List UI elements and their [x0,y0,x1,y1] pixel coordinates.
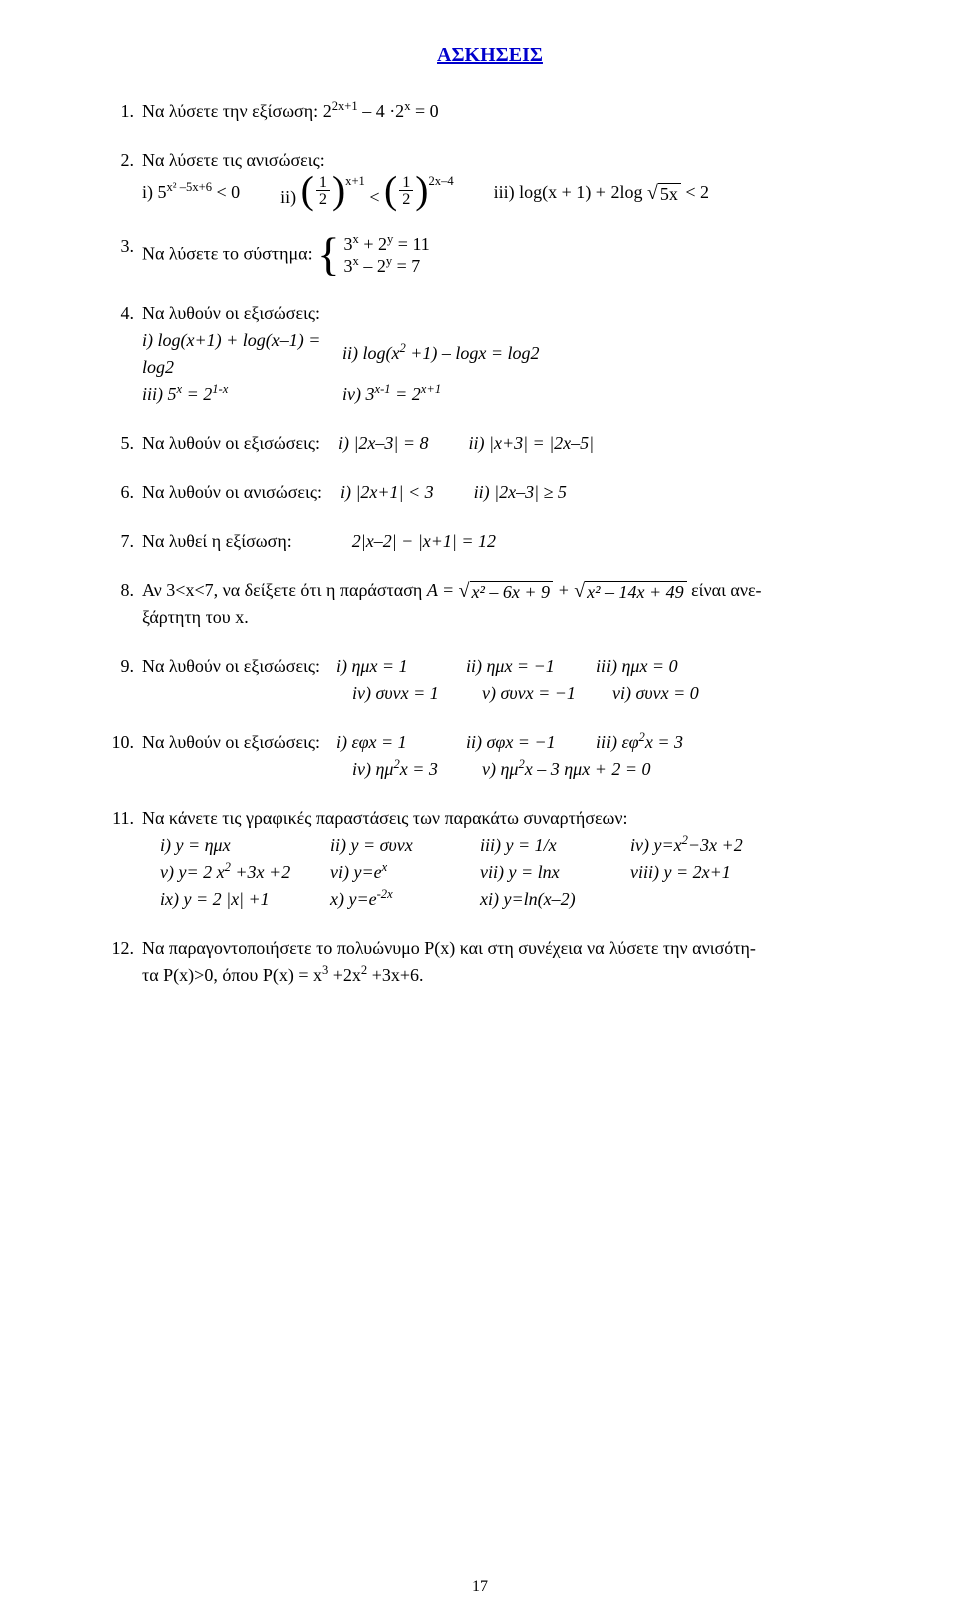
exercise-7: 7. Να λυθεί η εξίσωση: 2|x–2| − |x+1| = … [100,528,880,555]
subpart-x: x) y=e-2x [330,889,393,909]
subpart-iii: iii) log(x + 1) + 2log √5x < 2 [494,179,709,206]
subpart-vii: vii) y = lnx [480,862,560,882]
subpart-i: i) εφx = 1 [336,732,407,752]
exercise-6: 6. Να λυθούν οι ανισώσεις: i) |2x+1| < 3… [100,479,880,506]
stem-text: Να λυθεί η εξίσωση: [142,528,292,555]
exercise-number: 1. [100,98,142,125]
subpart-ii: ii) (12)x+1 < (12)2x–4 [280,174,453,211]
stem-text: Να κάνετε τις γραφικές παραστάσεις των π… [142,805,880,832]
subpart-vi: vi) συνx = 0 [612,683,699,703]
subpart-xi: xi) y=ln(x–2) [480,889,576,909]
exercise-number: 6. [100,479,142,506]
subpart-i: i) |2x+1| < 3 [340,482,434,502]
subpart-i: i) |2x–3| = 8 [338,433,429,453]
stem-text: Να λυθούν οι εξισώσεις: [142,300,880,327]
exercise-number: 4. [100,300,142,327]
text-c: ξάρτητη του x. [142,604,880,631]
exercise-number: 8. [100,577,142,604]
text-line-2: τα P(x)>0, όπου P(x) = x3 +2x2 +3x+6. [142,962,880,989]
subpart-iii: iii) ημx = 0 [596,656,678,676]
exercise-number: 7. [100,528,142,555]
subpart-ii: ii) |2x–3| ≥ 5 [474,482,567,502]
exercise-12: 12. Να παραγοντοποιήσετε το πολυώνυμο P(… [100,935,880,989]
exercise-8: 8. Αν 3<x<7, να δείξετε ότι η παράσταση … [100,577,880,631]
subpart-ix: ix) y = 2 |x| +1 [160,889,270,909]
exercise-9: 9. Να λυθούν οι εξισώσεις: i) ημx = 1 ii… [100,653,880,707]
exercise-5: 5. Να λυθούν οι εξισώσεις: i) |2x–3| = 8… [100,430,880,457]
page-number: 17 [0,1575,960,1599]
exercise-2: 2. Να λύσετε τις ανισώσεις: i) 5x² –5x+6… [100,147,880,211]
subpart-v: v) y= 2 x2 +3x +2 [160,862,290,882]
subpart-i: i) y = ημx [160,835,231,855]
subpart-vi: vi) y=ex [330,862,387,882]
stem-text: Να λυθούν οι εξισώσεις: [142,653,320,680]
exercise-10: 10. Να λυθούν οι εξισώσεις: i) εφx = 1 i… [100,729,880,783]
text-b: είναι ανε- [691,580,761,600]
system-brace: { 3x + 2y = 11 3x – 2y = 7 [317,233,430,278]
stem-text: Να λύσετε την εξίσωση: [142,101,323,121]
exercise-3: 3. Να λύσετε το σύστημα: { 3x + 2y = 11 … [100,233,880,278]
exercise-number: 12. [100,935,142,962]
exercise-number: 9. [100,653,142,680]
subpart-iii: iii) y = 1/x [480,835,557,855]
exercise-1: 1. Να λύσετε την εξίσωση: 22x+1 – 4 ·2x … [100,98,880,125]
subpart-iv: iv) y=x2−3x +2 [630,835,743,855]
expression-A: A = √x² – 6x + 9 + √x² – 14x + 49 [427,580,691,600]
exercise-11: 11. Να κάνετε τις γραφικές παραστάσεις τ… [100,805,880,913]
text-line-1: Να παραγοντοποιήσετε το πολυώνυμο P(x) κ… [142,935,880,962]
subpart-iv: iv) συνx = 1 [352,683,439,703]
subpart-iii: iii) 5x = 21-x [142,384,228,404]
subpart-v: v) ημ2x – 3 ημx + 2 = 0 [482,759,651,779]
exercise-number: 2. [100,147,142,174]
exercise-number: 3. [100,233,142,260]
text-a: Αν 3<x<7, να δείξετε ότι η παράσταση [142,580,427,600]
page-title: ΑΣΚΗΣΕΙΣ [100,40,880,70]
exercise-4: 4. Να λυθούν οι εξισώσεις: i) log(x+1) +… [100,300,880,408]
exercise-number: 5. [100,430,142,457]
subpart-ii: ii) |x+3| = |2x–5| [469,433,595,453]
equation: 2|x–2| − |x+1| = 12 [352,531,496,551]
subpart-i: i) ημx = 1 [336,656,408,676]
subpart-ii: ii) σφx = −1 [466,732,556,752]
subpart-iii: iii) εφ2x = 3 [596,732,683,752]
stem-text: Να λυθούν οι εξισώσεις: [142,729,320,756]
stem-text: Να λυθούν οι ανισώσεις: [142,479,322,506]
subpart-ii: ii) y = συνx [330,835,413,855]
equation: 22x+1 – 4 ·2x = 0 [323,98,439,125]
subpart-v: v) συνx = −1 [482,683,576,703]
subpart-ii: ii) log(x2 +1) – logx = log2 [342,343,540,363]
subpart-iv: iv) 3x-1 = 2x+1 [342,384,441,404]
exercise-number: 11. [100,805,142,832]
subpart-i: i) 5x² –5x+6 < 0 [142,179,240,206]
subpart-iv: iv) ημ2x = 3 [352,759,438,779]
exercise-number: 10. [100,729,142,756]
subpart-ii: ii) ημx = −1 [466,656,555,676]
subpart-i: i) log(x+1) + log(x–1) = log2 [142,330,320,377]
stem-text: Να λυθούν οι εξισώσεις: [142,430,320,457]
stem-text: Να λύσετε τις ανισώσεις: [142,147,880,174]
stem-text: Να λύσετε το σύστημα: [142,243,317,263]
subpart-viii: viii) y = 2x+1 [630,862,731,882]
